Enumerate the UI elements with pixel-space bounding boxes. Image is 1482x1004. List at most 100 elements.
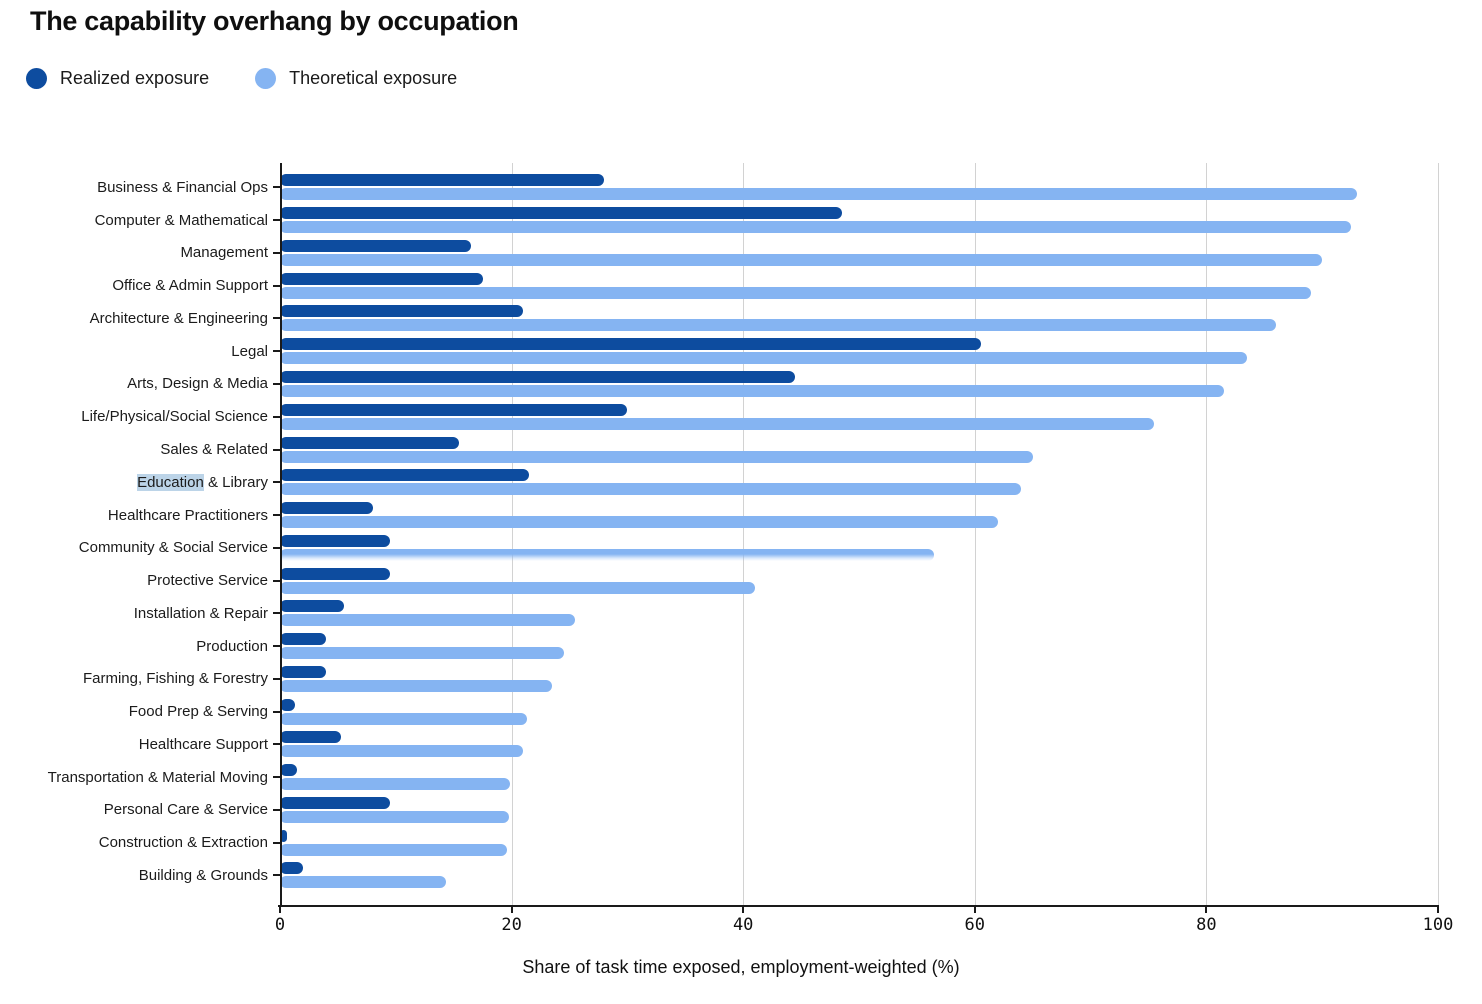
gridline (1438, 163, 1439, 905)
category-label-row: Community & Social Service (0, 531, 280, 564)
category-label-row: Production (0, 630, 280, 663)
category-tick-mark (273, 710, 280, 713)
category-tick-mark (273, 415, 280, 418)
category-tick-mark (273, 284, 280, 287)
category-tick-mark (273, 874, 280, 877)
category-label-row: Farming, Fishing & Forestry (0, 662, 280, 695)
category-tick-mark (273, 612, 280, 615)
category-tick-mark (273, 645, 280, 648)
category-tick-mark (273, 219, 280, 222)
category-label: Business & Financial Ops (97, 178, 268, 196)
theoretical-bar (280, 516, 998, 529)
theoretical-bar (280, 614, 576, 627)
realized-bar (280, 862, 304, 875)
chart-row (280, 433, 1438, 466)
chart-row (280, 466, 1438, 499)
category-label: Construction & Extraction (98, 834, 268, 852)
highlighted-label-text: Education (137, 473, 204, 491)
x-tick-labels: 0 20 40 60 80 100 (275, 915, 1453, 939)
category-label: Education & Library (137, 473, 268, 491)
category-label: Life/Physical/Social Science (81, 408, 268, 426)
x-tick-label: 40 (732, 915, 754, 935)
category-label: Community & Social Service (78, 539, 268, 557)
x-tick-label: 0 (274, 915, 286, 935)
gridline (511, 163, 513, 905)
category-tick-mark (273, 317, 280, 320)
category-tick-mark (273, 841, 280, 844)
category-tick-mark (273, 808, 280, 811)
chart-row (280, 630, 1438, 663)
category-label: Farming, Fishing & Forestry (82, 670, 268, 688)
chart-row (280, 531, 1438, 564)
theoretical-bar (280, 810, 510, 823)
theoretical-bar (280, 647, 564, 660)
realized-bar (280, 403, 628, 416)
theoretical-bar (280, 581, 755, 594)
chart-row (280, 204, 1438, 237)
realized-bar (280, 764, 298, 777)
category-labels: Business & Financial Ops Computer & Mathe… (0, 171, 280, 892)
category-label: Healthcare Practitioners (107, 506, 268, 524)
category-label: Installation & Repair (133, 604, 268, 622)
grid-layer (280, 163, 1439, 905)
realized-bar (280, 436, 460, 449)
category-tick-mark (273, 677, 280, 680)
category-label: Sales & Related (160, 441, 268, 458)
chart-row (280, 859, 1438, 892)
category-label-row: Healthcare Support (0, 728, 280, 761)
category-label: Legal (231, 342, 268, 360)
theoretical-bar (280, 221, 1352, 234)
chart-row (280, 368, 1438, 401)
category-label-row: Personal Care & Service (0, 794, 280, 827)
y-axis-line (280, 163, 282, 905)
chart-row (280, 662, 1438, 695)
category-label-row: Legal (0, 335, 280, 368)
category-label-row: Transportation & Material Moving (0, 761, 280, 794)
category-label-row: Office & Admin Support (0, 269, 280, 302)
chart-row (280, 237, 1438, 270)
chart-row (280, 597, 1438, 630)
realized-bar (280, 174, 605, 187)
realized-bar (280, 370, 796, 383)
chart-row (280, 564, 1438, 597)
category-label-row: Education & Library (0, 466, 280, 499)
chart-row (280, 499, 1438, 532)
chart-row (280, 335, 1438, 368)
category-label-row: Installation & Repair (0, 597, 280, 630)
category-label-row: Architecture & Engineering (0, 302, 280, 335)
realized-bar (280, 796, 390, 809)
category-label-row: Management (0, 237, 280, 270)
category-label: Food Prep & Serving (128, 703, 268, 721)
realized-bar (280, 731, 342, 744)
category-label-row: Business & Financial Ops (0, 171, 280, 204)
category-tick-mark (273, 579, 280, 582)
category-label: Healthcare Support (138, 735, 268, 753)
x-tick-mark (1205, 907, 1208, 913)
theoretical-bar (280, 319, 1276, 332)
realized-bar (280, 534, 390, 547)
theoretical-legend-dot-icon (255, 68, 277, 89)
chart-row (280, 695, 1438, 728)
category-label: Building & Grounds (138, 866, 268, 884)
chart-row (280, 794, 1438, 827)
category-tick-mark (273, 776, 280, 779)
category-tick-mark (273, 350, 280, 353)
theoretical-bar (280, 843, 507, 856)
category-label: Architecture & Engineering (89, 309, 268, 327)
legend-item-realized: Realized exposure (26, 68, 209, 89)
axes-layer (278, 163, 1439, 913)
realized-bar (280, 665, 327, 678)
theoretical-bar (280, 548, 935, 561)
x-axis-title: Share of task time exposed, employment-w… (522, 957, 960, 977)
theoretical-bar (280, 483, 1022, 496)
category-tick-mark (273, 251, 280, 254)
category-label-row: Protective Service (0, 564, 280, 597)
chart-row (280, 728, 1438, 761)
category-label-row: Building & Grounds (0, 859, 280, 892)
chart-row (280, 302, 1438, 335)
category-label: Personal Care & Service (103, 801, 268, 819)
category-tick-mark (273, 481, 280, 484)
theoretical-bar (280, 253, 1323, 266)
theoretical-bar (280, 778, 511, 791)
category-label: Arts, Design & Media (127, 375, 268, 393)
